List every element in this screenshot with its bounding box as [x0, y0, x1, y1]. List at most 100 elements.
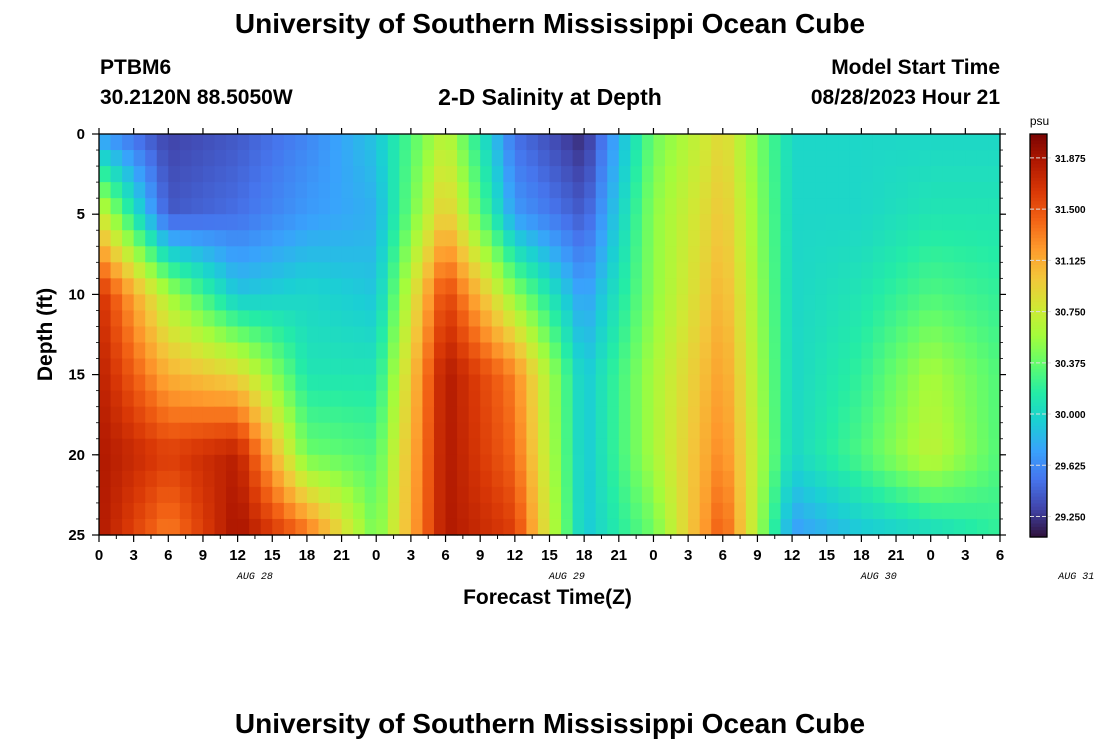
heatmap-cell — [988, 374, 1001, 392]
heatmap-cell — [445, 374, 458, 392]
heatmap-cell — [364, 454, 377, 472]
heatmap-cell — [884, 310, 897, 328]
heatmap-cell — [491, 182, 504, 199]
heatmap-cell — [734, 470, 747, 488]
heatmap-cell — [688, 294, 701, 312]
heatmap-cell — [457, 134, 470, 151]
heatmap-cell — [607, 326, 620, 344]
heatmap-cell — [815, 342, 828, 360]
heatmap-cell — [722, 502, 735, 520]
heatmap-cell — [584, 150, 597, 167]
heatmap-cell — [745, 246, 759, 263]
heatmap-cell — [514, 294, 527, 312]
heatmap-cell — [491, 214, 504, 231]
heatmap-cell — [965, 374, 978, 392]
heatmap-cell — [376, 374, 389, 392]
colorbar-tick-label: 29.625 — [1055, 461, 1086, 472]
heatmap-cell — [99, 166, 112, 183]
heatmap-cell — [145, 230, 158, 247]
heatmap-cell — [422, 134, 435, 151]
heatmap-cell — [872, 438, 886, 456]
heatmap-cell — [861, 374, 874, 392]
heatmap-cell — [584, 422, 597, 440]
heatmap-cell — [734, 342, 747, 360]
heatmap-cell — [306, 438, 320, 456]
heatmap-cell — [422, 438, 435, 456]
heatmap-cell — [711, 342, 724, 360]
heatmap-cell — [503, 294, 516, 312]
heatmap-cell — [711, 502, 724, 520]
heatmap-cell — [768, 342, 782, 360]
heatmap-cell — [526, 454, 539, 472]
heatmap-cell — [341, 214, 354, 231]
heatmap-cell — [283, 406, 296, 424]
colorbar-segment — [1030, 288, 1047, 293]
heatmap-cell — [468, 246, 481, 263]
heatmap-cell — [145, 278, 158, 295]
heatmap-cell — [884, 470, 897, 488]
heatmap-cell — [122, 246, 135, 263]
heatmap-cell — [376, 310, 389, 328]
heatmap-cell — [364, 502, 377, 520]
heatmap-cell — [792, 326, 805, 344]
heatmap-cell — [930, 390, 943, 408]
heatmap-cell — [503, 150, 516, 167]
heatmap-cell — [237, 262, 250, 279]
heatmap-cell — [572, 470, 585, 488]
heatmap-cell — [803, 454, 816, 472]
heatmap-cell — [145, 470, 158, 488]
heatmap-cell — [133, 262, 146, 279]
heatmap-cell — [214, 406, 227, 424]
heatmap-cell — [214, 166, 227, 183]
heatmap-cell — [676, 182, 689, 199]
heatmap-cell — [306, 486, 320, 504]
colorbar-segment — [1030, 184, 1047, 189]
heatmap-cell — [803, 214, 816, 231]
heatmap-cell — [457, 358, 470, 376]
heatmap-cell — [272, 166, 285, 183]
heatmap-cell — [872, 358, 886, 376]
heatmap-cell — [849, 326, 862, 344]
heatmap-cell — [330, 422, 343, 440]
heatmap-cell — [168, 422, 181, 440]
colorbar-segment — [1030, 355, 1047, 360]
heatmap-cell — [249, 310, 262, 328]
heatmap-cell — [468, 470, 481, 488]
heatmap-cell — [792, 470, 805, 488]
heatmap-cell — [792, 358, 805, 376]
heatmap-cell — [330, 406, 343, 424]
heatmap-cell — [133, 358, 146, 376]
date-label: AUG 29 — [548, 572, 585, 583]
heatmap-cell — [133, 246, 146, 263]
heatmap-cell — [480, 518, 493, 536]
heatmap-cell — [896, 310, 909, 328]
heatmap-cell — [549, 198, 562, 215]
heatmap-cell — [353, 358, 366, 376]
heatmap-cell — [526, 230, 539, 247]
heatmap-cell — [341, 470, 354, 488]
heatmap-cell — [491, 310, 504, 328]
heatmap-cell — [976, 422, 990, 440]
heatmap-cell — [133, 422, 146, 440]
heatmap-cell — [237, 182, 250, 199]
heatmap-cell — [491, 278, 504, 295]
heatmap-cell — [99, 134, 112, 151]
heatmap-cell — [711, 262, 724, 279]
x-tick-label: 18 — [853, 547, 870, 564]
heatmap-cell — [711, 358, 724, 376]
heatmap-cell — [734, 262, 747, 279]
heatmap-cell — [872, 374, 886, 392]
heatmap-cell — [792, 422, 805, 440]
heatmap-cell — [884, 422, 897, 440]
heatmap-cell — [930, 230, 943, 247]
heatmap-cell — [410, 182, 424, 199]
heatmap-cell — [457, 326, 470, 344]
heatmap-cell — [838, 150, 851, 167]
heatmap-cell — [630, 278, 643, 295]
heatmap-cell — [526, 150, 539, 167]
heatmap-cell — [745, 470, 759, 488]
heatmap-cell — [399, 230, 412, 247]
heatmap-cell — [387, 390, 400, 408]
heatmap-cell — [572, 150, 585, 167]
heatmap-cell — [896, 390, 909, 408]
